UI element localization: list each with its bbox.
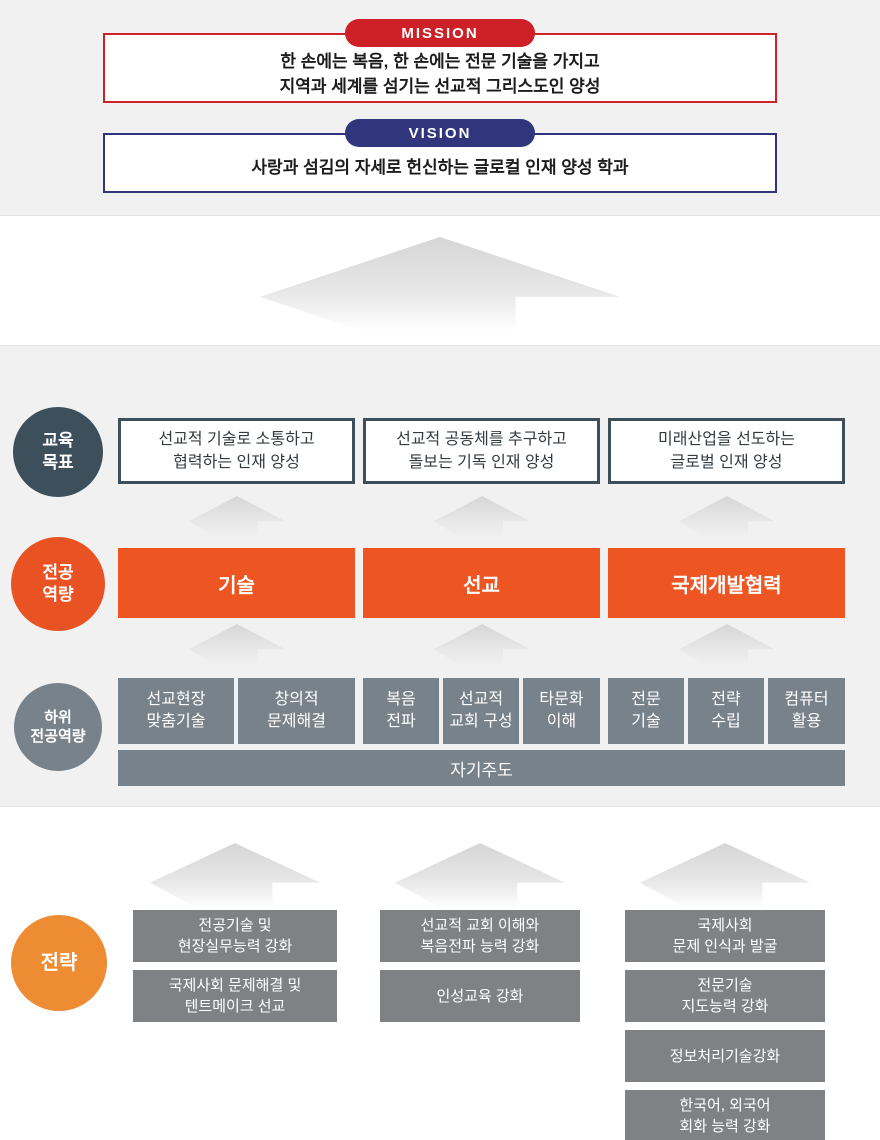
sub-competency-box: 전문 기술 xyxy=(608,678,684,744)
major-competency-circle: 전공 역량 xyxy=(11,537,105,631)
self-directed-bar: 자기주도 xyxy=(118,750,845,786)
strategy-box: 국제사회 문제해결 및 텐트메이크 선교 xyxy=(133,970,337,1022)
up-arrow-icon xyxy=(150,843,320,909)
major-competency-box-3: 국제개발협력 xyxy=(608,548,845,618)
up-arrow-icon xyxy=(640,843,810,909)
strategy-box: 정보처리기술강화 xyxy=(625,1030,825,1082)
education-goals-circle: 교육 목표 xyxy=(13,407,103,497)
big-up-arrow-icon xyxy=(260,237,620,332)
sub-competency-box: 전략 수립 xyxy=(688,678,764,744)
major-competency-box-2: 선교 xyxy=(363,548,600,618)
strategy-box: 전문기술 지도능력 강화 xyxy=(625,970,825,1022)
self-directed-label: 자기주도 xyxy=(450,760,513,780)
strategy-box: 인성교육 강화 xyxy=(380,970,580,1022)
strategy-box: 선교적 교회 이해와 복음전파 능력 강화 xyxy=(380,910,580,962)
major-competency-box-1: 기술 xyxy=(118,548,355,618)
vision-badge: VISION xyxy=(345,119,535,147)
vision-badge-label: VISION xyxy=(408,124,472,142)
mission-vision-section: MISSION 한 손에는 복음, 한 손에는 전문 기술을 가지고 지역과 세… xyxy=(0,0,880,216)
education-goal-box-3: 미래산업을 선도하는 글로벌 인재 양성 xyxy=(608,418,845,484)
vision-text: 사랑과 섬김의 자세로 헌신하는 글로컬 인재 양성 학과 xyxy=(251,158,629,178)
up-arrow-icon xyxy=(395,843,565,909)
mission-text: 한 손에는 복음, 한 손에는 전문 기술을 가지고 지역과 세계를 섬기는 선… xyxy=(279,51,601,97)
strategy-circle: 전략 xyxy=(11,915,107,1011)
sub-competency-box: 창의적 문제해결 xyxy=(238,678,355,744)
sub-competency-circle: 하위 전공역량 xyxy=(14,683,102,771)
strategy-box: 한국어, 외국어 회화 능력 강화 xyxy=(625,1090,825,1140)
education-goal-box-2: 선교적 공동체를 추구하고 돌보는 기독 인재 양성 xyxy=(363,418,600,484)
sub-competency-box: 타문화 이해 xyxy=(523,678,600,744)
strategy-box: 전공기술 및 현장실무능력 강화 xyxy=(133,910,337,962)
sub-competency-box: 복음 전파 xyxy=(363,678,439,744)
education-goal-box-1: 선교적 기술로 소통하고 협력하는 인재 양성 xyxy=(118,418,355,484)
mission-badge: MISSION xyxy=(345,19,535,47)
strategy-box: 국제사회 문제 인식과 발굴 xyxy=(625,910,825,962)
mission-badge-label: MISSION xyxy=(401,24,479,42)
sub-competency-box: 컴퓨터 활용 xyxy=(768,678,845,744)
sub-competency-box: 선교현장 맞춤기술 xyxy=(118,678,234,744)
sub-competency-box: 선교적 교회 구성 xyxy=(443,678,519,744)
